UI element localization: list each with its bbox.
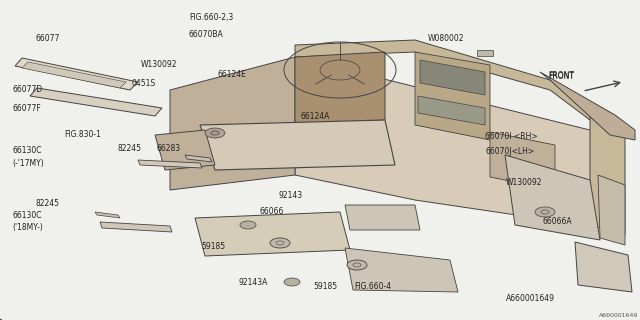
- Text: A660001649: A660001649: [506, 294, 555, 303]
- Polygon shape: [575, 242, 632, 292]
- Polygon shape: [345, 205, 420, 230]
- Text: 82245: 82245: [35, 199, 60, 208]
- Text: 66077D: 66077D: [13, 85, 43, 94]
- Circle shape: [240, 221, 256, 229]
- Text: 0451S: 0451S: [131, 79, 156, 88]
- Text: 92143: 92143: [278, 191, 303, 200]
- Circle shape: [270, 238, 290, 248]
- Text: FIG.830-1: FIG.830-1: [64, 130, 101, 139]
- Polygon shape: [490, 132, 555, 190]
- Text: 66070BA: 66070BA: [189, 30, 223, 39]
- Text: 66124E: 66124E: [218, 70, 246, 79]
- Circle shape: [284, 278, 300, 286]
- Text: 66130C: 66130C: [13, 211, 42, 220]
- Polygon shape: [95, 212, 120, 218]
- Text: 66283: 66283: [157, 144, 181, 153]
- Text: 66066A: 66066A: [543, 217, 572, 226]
- Polygon shape: [195, 212, 350, 256]
- Text: 82245: 82245: [117, 144, 141, 153]
- Text: 66077F: 66077F: [13, 104, 42, 113]
- Text: FIG.660-4: FIG.660-4: [354, 282, 391, 291]
- Polygon shape: [345, 248, 458, 292]
- Text: FIG.660-2,3: FIG.660-2,3: [189, 13, 233, 22]
- Polygon shape: [598, 175, 625, 245]
- Polygon shape: [295, 52, 385, 125]
- Polygon shape: [590, 115, 625, 235]
- Polygon shape: [295, 40, 610, 135]
- Text: 59185: 59185: [202, 242, 226, 251]
- Text: ('18MY-): ('18MY-): [13, 223, 44, 232]
- Polygon shape: [185, 155, 212, 162]
- Polygon shape: [30, 88, 162, 116]
- Circle shape: [347, 260, 367, 270]
- Polygon shape: [295, 57, 610, 220]
- Polygon shape: [540, 72, 635, 140]
- Polygon shape: [415, 52, 490, 140]
- Text: 66070J<LH>: 66070J<LH>: [485, 147, 534, 156]
- Polygon shape: [100, 222, 172, 232]
- Polygon shape: [22, 62, 126, 88]
- Polygon shape: [418, 96, 485, 125]
- Text: 59185: 59185: [314, 282, 338, 291]
- Polygon shape: [505, 155, 600, 240]
- Bar: [477, 51, 493, 56]
- Circle shape: [535, 207, 555, 217]
- Polygon shape: [138, 160, 202, 168]
- Text: 66130C: 66130C: [13, 146, 42, 155]
- Text: (-'17MY): (-'17MY): [13, 159, 45, 168]
- Text: FRONT: FRONT: [548, 71, 574, 80]
- Polygon shape: [15, 58, 138, 90]
- Text: 66070I <RH>: 66070I <RH>: [485, 132, 538, 141]
- Text: W130092: W130092: [506, 178, 542, 187]
- Polygon shape: [420, 60, 485, 95]
- Polygon shape: [155, 130, 215, 170]
- Text: W080002: W080002: [428, 34, 464, 43]
- Polygon shape: [200, 120, 395, 170]
- Text: W130092: W130092: [141, 60, 177, 68]
- Text: FRONT: FRONT: [548, 72, 574, 81]
- Text: A660001649: A660001649: [599, 313, 639, 318]
- Text: 66124A: 66124A: [301, 112, 330, 121]
- Circle shape: [205, 128, 225, 138]
- Text: 66066: 66066: [259, 207, 284, 216]
- Text: 66077: 66077: [35, 34, 60, 43]
- Text: 92143A: 92143A: [239, 278, 268, 287]
- Polygon shape: [170, 57, 295, 190]
